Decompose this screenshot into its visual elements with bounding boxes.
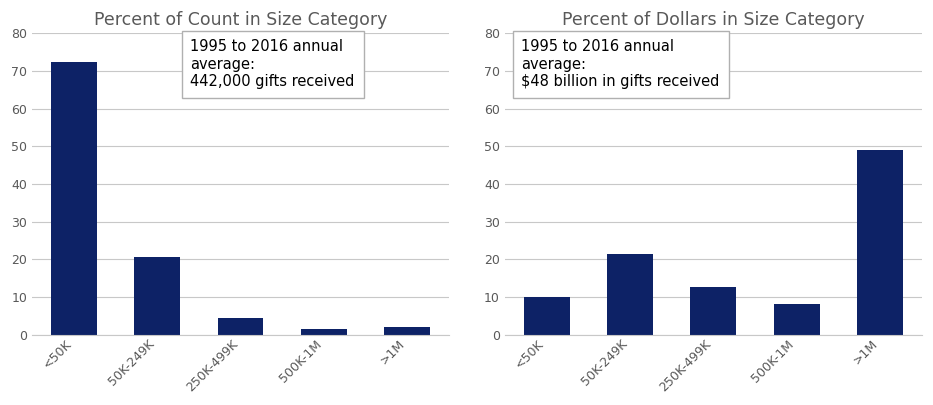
Text: 1995 to 2016 annual
average:
$48 billion in gifts received: 1995 to 2016 annual average: $48 billion…: [522, 39, 719, 89]
Title: Percent of Dollars in Size Category: Percent of Dollars in Size Category: [562, 11, 865, 29]
Bar: [690, 288, 736, 335]
Title: Percent of Count in Size Category: Percent of Count in Size Category: [94, 11, 387, 29]
Bar: [523, 297, 569, 335]
Bar: [857, 150, 903, 335]
Bar: [301, 329, 347, 335]
Text: 1995 to 2016 annual
average:
442,000 gifts received: 1995 to 2016 annual average: 442,000 gif…: [190, 39, 355, 89]
Bar: [773, 305, 819, 335]
Bar: [217, 318, 263, 335]
Bar: [607, 254, 653, 335]
Bar: [134, 258, 180, 335]
Bar: [51, 62, 97, 335]
Bar: [384, 327, 430, 335]
